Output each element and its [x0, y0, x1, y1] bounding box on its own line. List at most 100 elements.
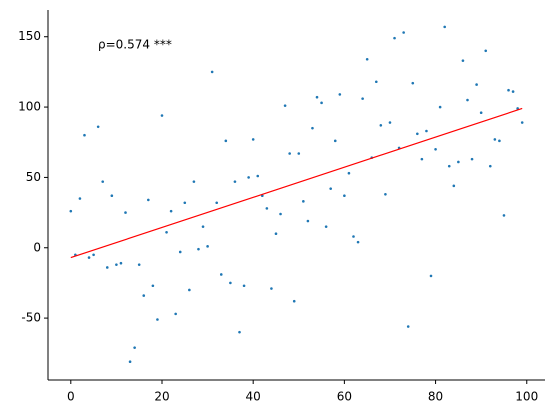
point — [201, 225, 205, 228]
point — [324, 225, 328, 228]
point — [333, 139, 337, 143]
point — [206, 245, 209, 248]
point — [83, 133, 86, 137]
point — [352, 235, 355, 238]
point — [438, 105, 442, 109]
point — [292, 299, 296, 303]
x-tick-label: 80 — [428, 390, 443, 404]
point — [151, 284, 155, 288]
point — [156, 318, 159, 321]
point — [174, 312, 177, 316]
point — [356, 240, 360, 244]
point — [188, 288, 191, 292]
y-tick-label: 50 — [26, 170, 41, 184]
point — [343, 194, 346, 198]
point — [233, 180, 237, 183]
point — [224, 139, 228, 143]
point — [470, 157, 474, 161]
point — [447, 164, 451, 168]
point — [229, 281, 232, 285]
point — [311, 126, 314, 130]
point — [110, 194, 114, 198]
point — [169, 209, 173, 213]
point — [87, 256, 91, 259]
point — [183, 201, 187, 205]
point — [133, 346, 136, 349]
point — [147, 198, 150, 202]
point — [288, 152, 291, 155]
annotation: ρ=0.574 *** — [98, 38, 172, 52]
point — [361, 97, 364, 100]
point — [488, 164, 492, 168]
point — [247, 176, 250, 179]
point — [347, 171, 351, 175]
point — [461, 59, 465, 62]
fit-line — [70, 107, 523, 259]
point — [128, 360, 132, 364]
point — [484, 49, 488, 53]
point — [457, 160, 460, 164]
point — [511, 90, 515, 93]
point — [256, 174, 260, 178]
point — [374, 80, 378, 84]
y-tick-label: 150 — [18, 29, 41, 43]
point — [411, 81, 415, 85]
point — [507, 88, 510, 92]
point — [338, 93, 342, 96]
point — [452, 184, 456, 188]
point — [279, 212, 282, 216]
y-tick-label: 100 — [18, 100, 41, 114]
point — [165, 230, 168, 234]
point — [329, 187, 332, 190]
point — [306, 219, 310, 223]
point — [406, 325, 410, 328]
point — [443, 25, 446, 29]
point — [420, 157, 424, 161]
point — [69, 209, 73, 213]
point — [219, 273, 223, 276]
point — [270, 287, 273, 290]
point — [520, 121, 524, 124]
point — [502, 214, 506, 217]
point — [251, 138, 255, 141]
point — [466, 98, 469, 102]
point — [115, 263, 118, 266]
point — [493, 138, 497, 141]
point — [283, 104, 287, 107]
point — [425, 129, 428, 133]
point — [429, 274, 433, 278]
point — [274, 232, 278, 235]
point — [210, 70, 214, 74]
point — [238, 330, 241, 334]
point — [265, 207, 269, 210]
y-tick-label: -50 — [21, 311, 41, 325]
x-tick-label: 0 — [67, 390, 75, 404]
point — [388, 121, 392, 124]
point — [365, 57, 369, 61]
x-tick-label: 100 — [515, 390, 538, 404]
point — [105, 266, 109, 269]
x-tick-label: 40 — [246, 390, 261, 404]
point — [101, 180, 105, 183]
point — [315, 95, 319, 99]
point — [498, 139, 501, 143]
point — [92, 253, 95, 257]
point — [379, 124, 383, 127]
point — [393, 36, 396, 40]
y-tick-label: 0 — [33, 240, 41, 254]
point — [178, 250, 182, 254]
point — [384, 192, 387, 196]
point — [78, 197, 82, 200]
point — [320, 101, 323, 105]
point — [137, 263, 141, 266]
point — [197, 247, 200, 251]
point — [242, 284, 246, 288]
point — [302, 200, 305, 203]
point — [416, 132, 419, 136]
x-tick-label: 60 — [337, 390, 352, 404]
point — [192, 180, 196, 183]
point — [479, 111, 483, 114]
point — [297, 152, 301, 155]
